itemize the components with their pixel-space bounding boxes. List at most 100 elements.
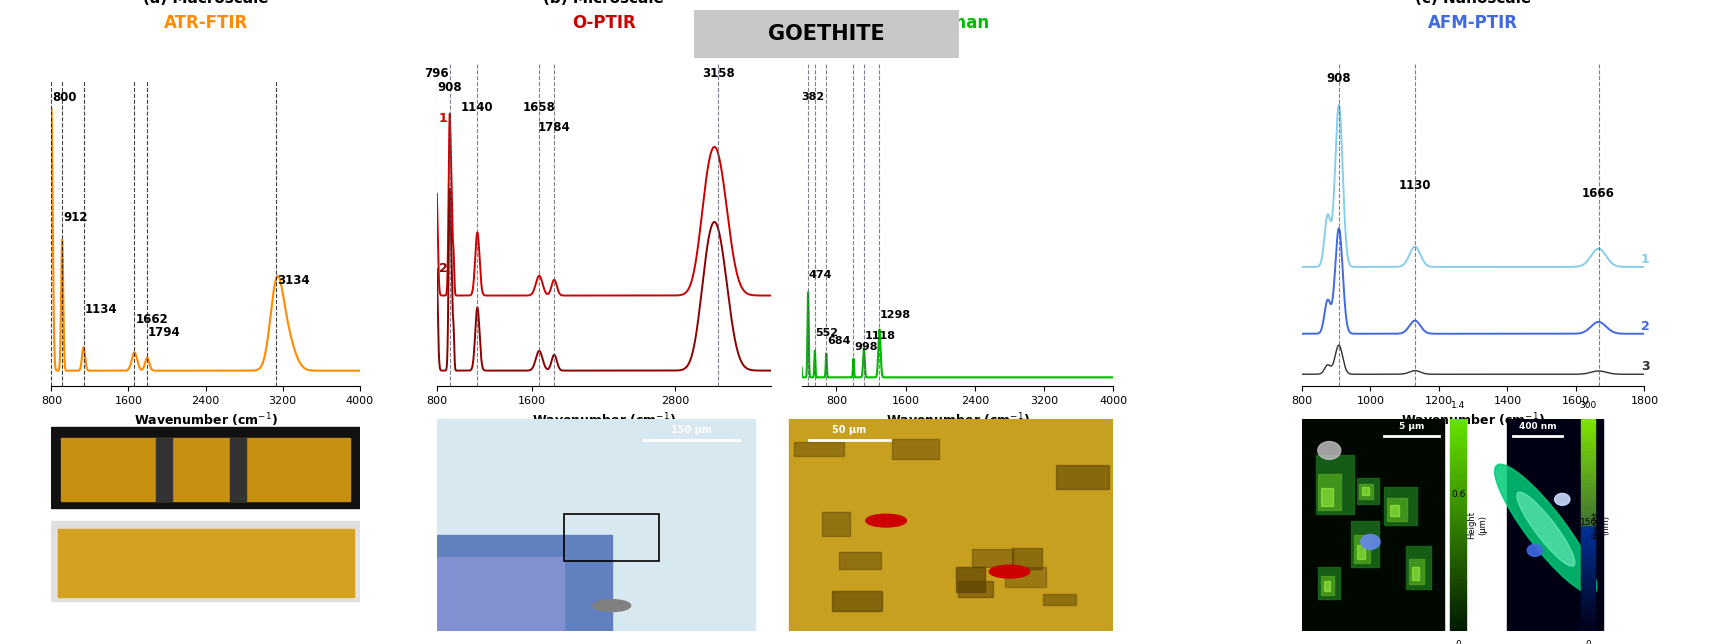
Bar bbox=[1408, 559, 1424, 584]
Bar bbox=[1321, 488, 1333, 506]
Bar bbox=[892, 439, 939, 459]
Circle shape bbox=[988, 565, 1030, 578]
Text: 3158: 3158 bbox=[702, 67, 735, 80]
Text: 1666: 1666 bbox=[1583, 187, 1615, 200]
Bar bbox=[1449, 457, 1466, 461]
Bar bbox=[1353, 535, 1370, 563]
Bar bbox=[1581, 606, 1595, 610]
X-axis label: Wavenumber (cm$^{-1}$): Wavenumber (cm$^{-1}$) bbox=[886, 412, 1030, 430]
Bar bbox=[1449, 532, 1466, 536]
Bar bbox=[1581, 482, 1595, 486]
Text: 474: 474 bbox=[809, 270, 833, 280]
Bar bbox=[1581, 571, 1595, 574]
Text: Height
(nm): Height (nm) bbox=[1591, 511, 1610, 539]
Bar bbox=[1581, 560, 1595, 564]
Text: 2: 2 bbox=[1641, 319, 1650, 333]
Bar bbox=[1581, 585, 1595, 589]
Bar bbox=[822, 512, 850, 536]
Bar bbox=[1449, 617, 1466, 621]
Bar bbox=[1449, 497, 1466, 500]
Bar bbox=[1449, 507, 1466, 511]
Bar bbox=[1449, 549, 1466, 553]
Text: 50 μm: 50 μm bbox=[833, 426, 867, 435]
Bar bbox=[1449, 436, 1466, 440]
Bar bbox=[60, 438, 351, 502]
Circle shape bbox=[593, 600, 630, 612]
Bar bbox=[1449, 514, 1466, 518]
Circle shape bbox=[1360, 535, 1381, 549]
Text: 908: 908 bbox=[437, 81, 463, 94]
Text: 796: 796 bbox=[425, 67, 449, 80]
Bar bbox=[1581, 525, 1595, 528]
Bar bbox=[1302, 419, 1444, 631]
Bar bbox=[1449, 511, 1466, 514]
Bar bbox=[1449, 475, 1466, 478]
Bar bbox=[1581, 440, 1595, 443]
Circle shape bbox=[1317, 442, 1341, 459]
Bar bbox=[1362, 488, 1369, 495]
Bar bbox=[1449, 429, 1466, 433]
Bar bbox=[1352, 520, 1379, 567]
Text: O-PTIR: O-PTIR bbox=[572, 14, 636, 32]
Bar bbox=[1449, 489, 1466, 493]
Bar bbox=[1043, 594, 1076, 605]
Bar bbox=[1581, 596, 1595, 599]
Bar bbox=[1581, 603, 1595, 607]
Bar bbox=[1449, 486, 1466, 489]
Bar bbox=[1449, 482, 1466, 486]
Bar bbox=[1581, 507, 1595, 511]
Bar bbox=[1581, 450, 1595, 454]
Bar bbox=[1449, 426, 1466, 429]
Bar bbox=[1581, 617, 1595, 621]
Bar bbox=[1449, 567, 1466, 571]
Bar bbox=[1319, 474, 1341, 510]
Bar bbox=[437, 556, 564, 631]
Bar bbox=[1581, 549, 1595, 553]
Bar bbox=[1581, 539, 1595, 542]
Bar bbox=[1449, 471, 1466, 475]
Bar bbox=[1449, 606, 1466, 610]
Bar bbox=[1449, 422, 1466, 426]
Bar bbox=[1581, 546, 1595, 549]
Text: 2: 2 bbox=[439, 262, 447, 275]
Bar bbox=[1449, 627, 1466, 631]
Circle shape bbox=[865, 514, 906, 527]
Bar bbox=[1581, 535, 1595, 539]
Bar bbox=[1449, 450, 1466, 454]
Bar bbox=[1581, 471, 1595, 475]
Bar bbox=[1581, 514, 1595, 518]
Bar bbox=[1449, 589, 1466, 592]
Bar bbox=[788, 419, 1113, 631]
Bar bbox=[839, 552, 880, 569]
Bar bbox=[1449, 433, 1466, 437]
Bar bbox=[1581, 582, 1595, 585]
Bar bbox=[1449, 493, 1466, 497]
Bar bbox=[1581, 443, 1595, 447]
Text: 552: 552 bbox=[815, 328, 839, 339]
Bar bbox=[1449, 571, 1466, 574]
Bar bbox=[1581, 489, 1595, 493]
Bar bbox=[1581, 542, 1595, 546]
Bar bbox=[51, 427, 360, 508]
Bar bbox=[1581, 624, 1595, 627]
Bar bbox=[1412, 567, 1418, 580]
Bar bbox=[1581, 567, 1595, 571]
Bar bbox=[958, 581, 992, 597]
Text: 1130: 1130 bbox=[1400, 179, 1430, 192]
Bar bbox=[1581, 556, 1595, 560]
Bar bbox=[230, 438, 245, 502]
Bar bbox=[1449, 574, 1466, 578]
Bar bbox=[1319, 567, 1340, 599]
Text: Height
(μm): Height (μm) bbox=[1468, 511, 1487, 539]
Bar bbox=[1581, 447, 1595, 451]
Text: 998: 998 bbox=[855, 342, 877, 352]
Bar bbox=[1449, 528, 1466, 532]
Text: GOETHITE: GOETHITE bbox=[767, 24, 886, 44]
Bar bbox=[1449, 443, 1466, 447]
Text: 1298: 1298 bbox=[880, 310, 911, 320]
Bar bbox=[1581, 610, 1595, 613]
Bar bbox=[1316, 455, 1353, 514]
Bar bbox=[1321, 576, 1334, 595]
Bar bbox=[58, 529, 353, 597]
FancyBboxPatch shape bbox=[694, 10, 959, 58]
